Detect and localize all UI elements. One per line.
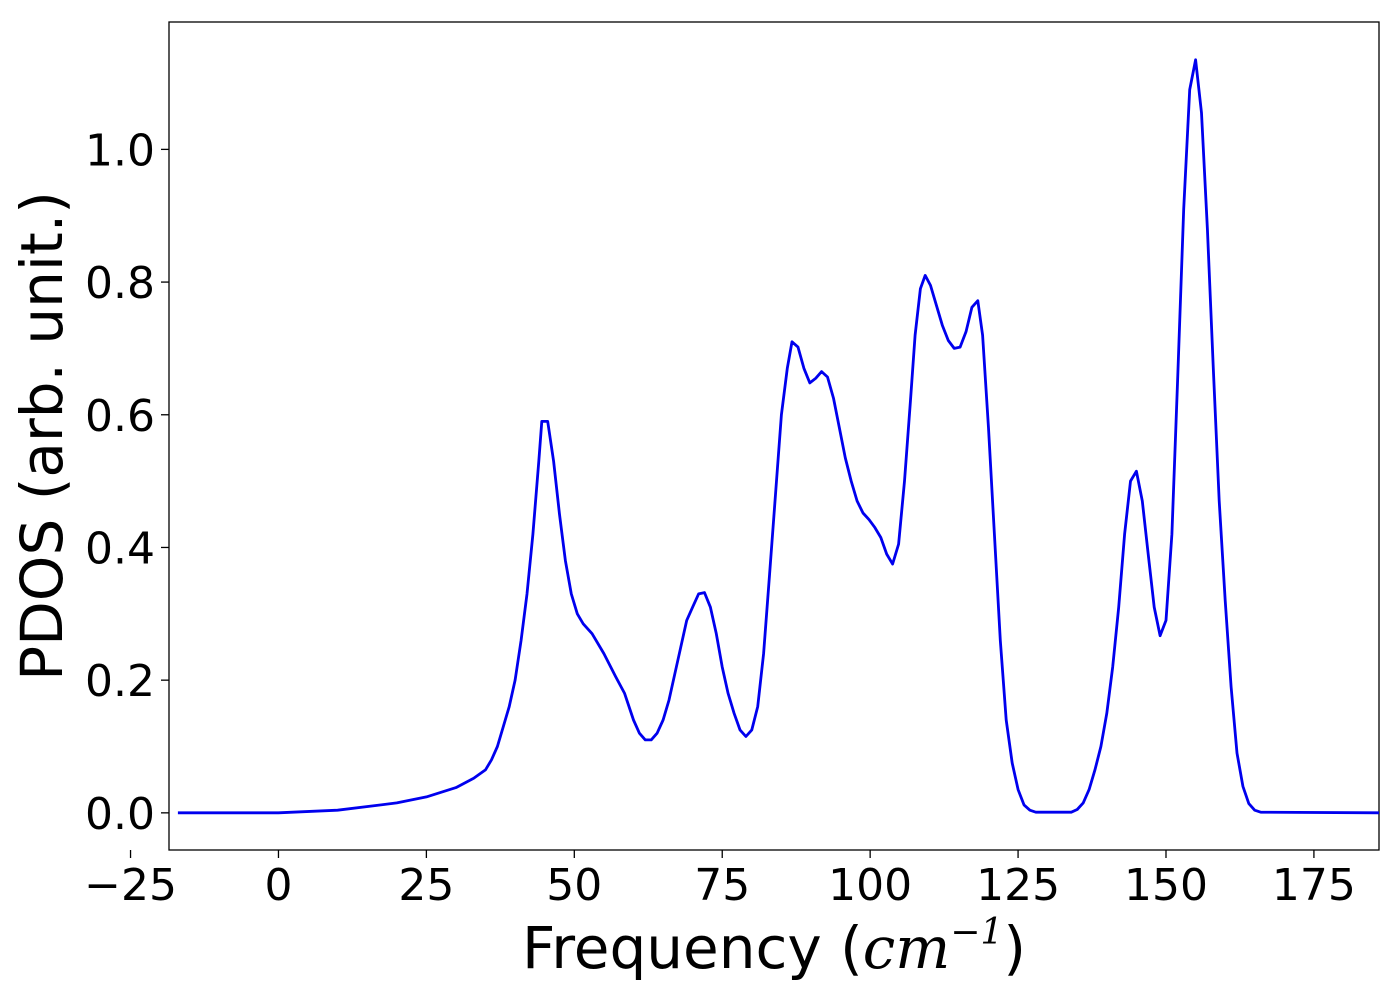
x-axis: −25 0 25 50 75 100 125 150 175 [84, 850, 1356, 911]
y-tick-label: 0.8 [85, 258, 155, 309]
plot-area [168, 21, 1380, 851]
y-tick-label: 0.0 [85, 789, 155, 840]
y-tick-label: 0.6 [85, 391, 155, 442]
x-tick-label: 125 [976, 860, 1060, 911]
x-tick-label: 25 [398, 860, 454, 911]
x-tick-label: 0 [264, 860, 292, 911]
pdos-line [177, 58, 1380, 815]
x-tick-label: 50 [546, 860, 602, 911]
x-tick-label: 100 [828, 860, 912, 911]
y-axis: 0.0 0.2 0.4 0.6 0.8 1.0 [85, 125, 169, 840]
x-tick-label: 150 [1124, 860, 1208, 911]
y-tick-label: 0.2 [85, 656, 155, 707]
y-tick-label: 1.0 [85, 125, 155, 176]
x-axis-title: Frequency (cm−1) [522, 912, 1026, 982]
x-tick-label: 75 [694, 860, 750, 911]
x-tick-label: 175 [1272, 860, 1356, 911]
x-tick-label: −25 [84, 860, 177, 911]
y-axis-title: PDOS (arb. unit.) [8, 191, 76, 681]
y-tick-label: 0.4 [85, 523, 155, 574]
